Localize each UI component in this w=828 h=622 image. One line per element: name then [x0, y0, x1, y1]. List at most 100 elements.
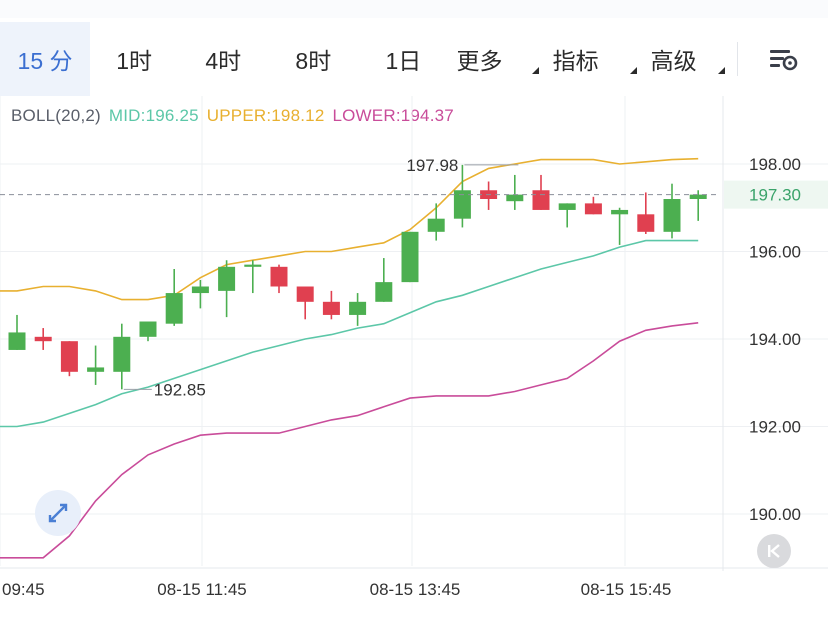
candle-body — [558, 203, 576, 210]
candle-body — [637, 214, 655, 232]
tab-4h-label: 4时 — [205, 48, 242, 74]
candle — [506, 174, 524, 210]
candle — [637, 192, 655, 234]
chart-settings-icon — [769, 50, 798, 71]
period-toolbar: 15 分 1时 4时 8时 1日 更多 指标 高级 — [0, 22, 828, 96]
candle-body — [375, 282, 393, 302]
dropdown-caret-icon — [629, 67, 637, 74]
candle-body — [270, 266, 288, 287]
candle — [60, 341, 78, 377]
boll-legend: BOLL(20,2) MID:196.25 UPPER:198.12 LOWER… — [11, 106, 454, 126]
candle — [191, 279, 209, 309]
candle — [532, 174, 550, 210]
tab-15m[interactable]: 15 分 — [0, 22, 91, 96]
candle — [663, 183, 681, 239]
upper-band-line — [0, 157, 699, 301]
candle-body — [532, 190, 550, 210]
dropdown-caret-icon — [531, 67, 539, 74]
candle-body — [113, 336, 131, 372]
boll-mid: MID:196.25 — [108, 106, 199, 125]
tab-advanced-label: 高级 — [650, 48, 697, 74]
candle — [218, 260, 236, 318]
candle — [375, 258, 393, 302]
tab-1h[interactable]: 1时 — [90, 22, 178, 96]
tab-15m-label: 15 分 — [17, 48, 73, 74]
candle — [139, 321, 157, 342]
candle-body — [8, 332, 26, 350]
candle-body — [689, 194, 707, 199]
candle-body — [139, 321, 157, 337]
candle-body — [218, 266, 236, 291]
candle — [427, 203, 445, 241]
top-strip — [0, 0, 828, 18]
mid-band-line — [0, 239, 699, 428]
lower-band-line — [0, 322, 699, 559]
candle — [8, 314, 26, 350]
tab-advanced[interactable]: 高级 — [643, 22, 731, 96]
candle — [584, 196, 602, 215]
candle — [689, 190, 707, 221]
chart-settings-button[interactable] — [738, 22, 828, 96]
tab-more[interactable]: 更多 — [448, 22, 544, 96]
candle-body — [191, 286, 209, 294]
candle — [480, 181, 498, 210]
jump-latest-button[interactable] — [757, 534, 791, 568]
candle — [558, 203, 576, 228]
candle-body — [296, 286, 314, 302]
price-axis: 198.00 196.00 194.00 192.00 190.00 — [722, 96, 801, 571]
candle — [401, 231, 419, 283]
x-tick-label: 09:45 — [2, 580, 45, 599]
tab-4h[interactable]: 4时 — [178, 22, 268, 96]
expand-arrows-icon — [48, 503, 68, 523]
candle — [87, 345, 105, 385]
candle — [113, 323, 131, 390]
tab-1h-label: 1时 — [116, 48, 153, 74]
candle-body — [453, 190, 471, 219]
tab-1d-label: 1日 — [385, 48, 422, 74]
high-marker-label: 197.98 — [406, 156, 458, 175]
candle-body — [244, 264, 262, 267]
tab-8h[interactable]: 8时 — [268, 22, 358, 96]
tab-1d[interactable]: 1日 — [358, 22, 448, 96]
candle — [34, 328, 52, 350]
tab-indicators[interactable]: 指标 — [545, 22, 643, 96]
jump-latest-icon — [768, 544, 780, 558]
candle — [453, 164, 471, 228]
x-tick-label: 08-15 11:45 — [157, 580, 246, 599]
candle-body — [349, 301, 367, 315]
candlestick-chart[interactable]: 198.00 196.00 194.00 192.00 190.00 09:45 08-1… — [0, 96, 828, 606]
candles — [8, 164, 707, 390]
toolbar-divider — [736, 42, 738, 76]
tab-indicators-label: 指标 — [552, 48, 599, 74]
boll-name: BOLL(20,2) — [11, 106, 101, 125]
tab-more-label: 更多 — [456, 48, 503, 74]
current-price-tag — [724, 180, 828, 209]
candle — [322, 290, 340, 320]
tab-8h-label: 8时 — [295, 48, 332, 74]
candle-body — [401, 231, 419, 283]
candle-body — [427, 218, 445, 232]
candle — [165, 269, 183, 326]
y-tick-label: 196.00 — [749, 243, 801, 262]
candle-body — [60, 341, 78, 372]
candle — [244, 260, 262, 294]
bottom-strip — [0, 604, 828, 622]
candle — [611, 207, 629, 245]
zoom-button[interactable] — [35, 490, 81, 536]
candle — [349, 293, 367, 326]
candle-body — [165, 293, 183, 324]
candle-body — [611, 209, 629, 215]
y-tick-label: 194.00 — [749, 330, 801, 349]
candle — [270, 264, 288, 294]
candle-body — [506, 194, 524, 202]
candle-body — [663, 199, 681, 232]
dropdown-caret-icon — [717, 67, 725, 74]
x-tick-label: 08-15 15:45 — [581, 580, 672, 599]
candle-body — [87, 367, 105, 372]
candle-body — [584, 203, 602, 215]
low-marker-label: 192.85 — [154, 380, 206, 399]
boll-bands — [0, 157, 699, 559]
current-price-label: 197.30 — [749, 186, 801, 205]
y-tick-label: 192.00 — [749, 418, 801, 437]
candle — [296, 286, 314, 320]
